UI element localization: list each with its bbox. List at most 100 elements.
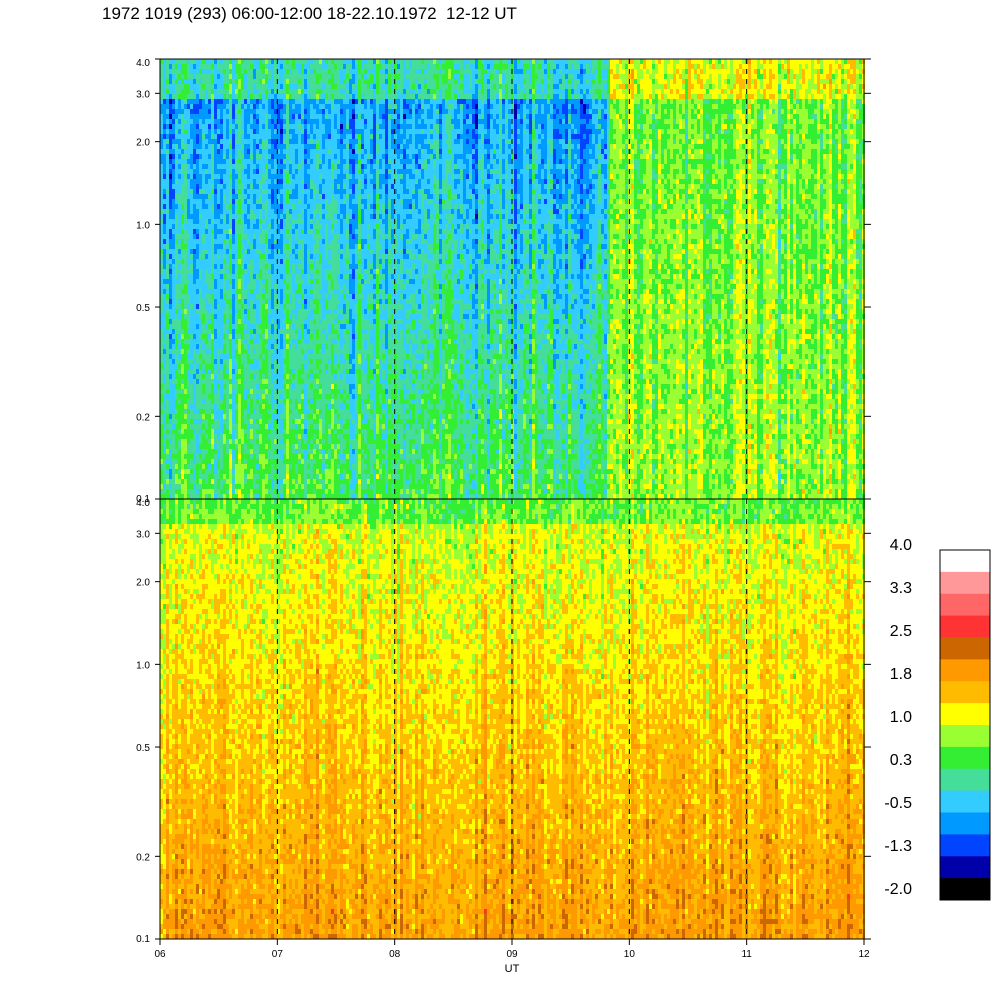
heatmap-cell: [166, 359, 169, 364]
heatmap-cell: [247, 284, 250, 289]
heatmap-cell: [232, 279, 235, 284]
heatmap-cell: [304, 64, 307, 69]
heatmap-cell: [184, 264, 187, 269]
heatmap-cell: [208, 124, 211, 129]
heatmap-cell: [166, 189, 169, 194]
heatmap-cell: [229, 439, 232, 444]
heatmap-cell: [235, 64, 238, 69]
heatmap-cell: [286, 64, 289, 69]
heatmap-cell: [202, 419, 205, 424]
heatmap-cell: [187, 374, 190, 379]
heatmap-cell: [262, 324, 265, 329]
heatmap-cell: [184, 294, 187, 299]
heatmap-cell: [211, 489, 214, 494]
heatmap-cell: [307, 139, 310, 144]
heatmap-cell: [238, 329, 241, 334]
heatmap-cell: [286, 354, 289, 359]
heatmap-cell: [232, 164, 235, 169]
heatmap-cell: [217, 359, 220, 364]
heatmap-cell: [178, 314, 181, 319]
heatmap-cell: [283, 159, 286, 164]
heatmap-cell: [226, 139, 229, 144]
heatmap-cell: [289, 159, 292, 164]
heatmap-cell: [244, 344, 247, 349]
heatmap-cell: [295, 324, 298, 329]
heatmap-cell: [220, 289, 223, 294]
heatmap-cell: [196, 259, 199, 264]
heatmap-cell: [244, 114, 247, 119]
heatmap-cell: [223, 279, 226, 284]
heatmap-cell: [217, 139, 220, 144]
heatmap-cell: [163, 59, 166, 64]
heatmap-cell: [169, 69, 172, 74]
heatmap-cell: [304, 459, 307, 464]
heatmap-cell: [262, 319, 265, 324]
heatmap-cell: [196, 104, 199, 109]
heatmap-cell: [241, 69, 244, 74]
heatmap-cell: [208, 139, 211, 144]
heatmap-cell: [238, 324, 241, 329]
heatmap-cell: [208, 199, 211, 204]
heatmap-cell: [175, 489, 178, 494]
heatmap-cell: [175, 484, 178, 489]
heatmap-cell: [256, 479, 259, 484]
heatmap-cell: [298, 374, 301, 379]
heatmap-cell: [184, 364, 187, 369]
heatmap-cell: [268, 289, 271, 294]
heatmap-cell: [283, 374, 286, 379]
heatmap-cell: [274, 179, 277, 184]
heatmap-cell: [199, 399, 202, 404]
heatmap-cell: [190, 339, 193, 344]
heatmap-cell: [271, 134, 274, 139]
heatmap-cell: [253, 74, 256, 79]
heatmap-cell: [241, 84, 244, 89]
heatmap-cell: [256, 449, 259, 454]
heatmap-cell: [208, 134, 211, 139]
heatmap-cell: [286, 164, 289, 169]
heatmap-cell: [229, 139, 232, 144]
heatmap-cell: [196, 434, 199, 439]
heatmap-cell: [220, 294, 223, 299]
heatmap-cell: [292, 59, 295, 64]
heatmap-cell: [244, 214, 247, 219]
heatmap-cell: [202, 184, 205, 189]
heatmap-cell: [211, 69, 214, 74]
heatmap-cell: [178, 479, 181, 484]
heatmap-cell: [295, 349, 298, 354]
heatmap-cell: [241, 274, 244, 279]
heatmap-cell: [265, 234, 268, 239]
heatmap-cell: [271, 379, 274, 384]
heatmap-cell: [226, 109, 229, 114]
heatmap-cell: [178, 124, 181, 129]
heatmap-cell: [280, 444, 283, 449]
heatmap-cell: [190, 459, 193, 464]
heatmap-cell: [181, 124, 184, 129]
heatmap-cell: [175, 394, 178, 399]
heatmap-cell: [301, 264, 304, 269]
heatmap-cell: [163, 119, 166, 124]
heatmap-cell: [253, 204, 256, 209]
heatmap-cell: [214, 274, 217, 279]
heatmap-cell: [256, 114, 259, 119]
heatmap-cell: [250, 84, 253, 89]
heatmap-cell: [163, 199, 166, 204]
heatmap-cell: [298, 209, 301, 214]
heatmap-cell: [295, 309, 298, 314]
heatmap-cell: [262, 229, 265, 234]
heatmap-cell: [274, 139, 277, 144]
heatmap-cell: [223, 429, 226, 434]
heatmap-cell: [307, 84, 310, 89]
heatmap-cell: [301, 439, 304, 444]
heatmap-cell: [265, 439, 268, 444]
heatmap-cell: [205, 119, 208, 124]
heatmap-cell: [217, 329, 220, 334]
heatmap-cell: [181, 479, 184, 484]
heatmap-cell: [175, 89, 178, 94]
heatmap-cell: [214, 364, 217, 369]
heatmap-cell: [250, 329, 253, 334]
heatmap-cell: [223, 254, 226, 259]
heatmap-cell: [172, 444, 175, 449]
heatmap-cell: [205, 114, 208, 119]
heatmap-cell: [277, 424, 280, 429]
heatmap-cell: [244, 229, 247, 234]
